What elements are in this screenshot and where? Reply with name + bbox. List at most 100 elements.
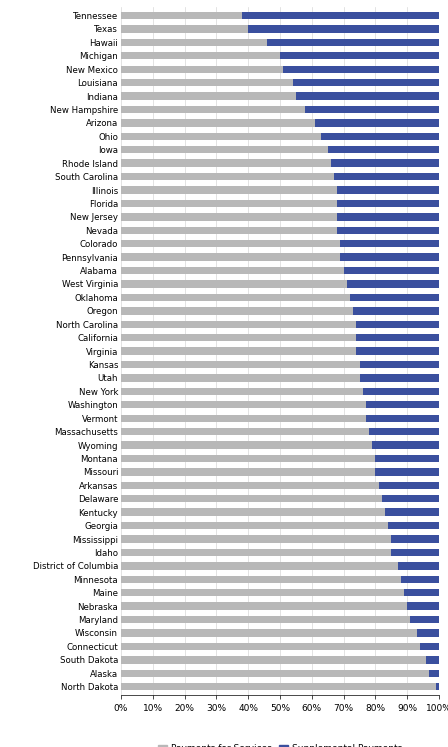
Legend: Payments for Services, Supplemental Payments: Payments for Services, Supplemental Paym… <box>155 740 405 747</box>
Bar <box>359 374 439 382</box>
Bar <box>375 468 439 476</box>
Bar <box>398 562 439 569</box>
Bar <box>388 522 439 530</box>
Bar <box>340 253 439 261</box>
Bar <box>121 199 337 207</box>
Bar <box>337 226 439 234</box>
Bar <box>337 199 439 207</box>
Bar <box>121 562 398 569</box>
Bar <box>121 159 331 167</box>
Bar <box>121 334 356 341</box>
Bar <box>375 455 439 462</box>
Bar <box>121 495 382 503</box>
Bar <box>121 79 293 87</box>
Bar <box>121 186 337 193</box>
Bar <box>385 509 439 516</box>
Bar <box>401 576 439 583</box>
Bar <box>331 159 439 167</box>
Bar <box>337 213 439 220</box>
Bar <box>410 616 439 623</box>
Bar <box>121 642 420 650</box>
Bar <box>350 294 439 301</box>
Bar <box>121 253 340 261</box>
Bar <box>369 428 439 436</box>
Bar <box>242 12 439 19</box>
Bar <box>356 334 439 341</box>
Bar <box>407 602 439 610</box>
Bar <box>121 374 359 382</box>
Bar <box>315 120 439 126</box>
Bar <box>121 39 267 46</box>
Bar <box>121 133 321 140</box>
Bar <box>363 388 439 395</box>
Bar <box>420 642 439 650</box>
Bar <box>121 482 379 489</box>
Bar <box>280 52 439 60</box>
Bar <box>121 401 366 409</box>
Bar <box>121 656 426 663</box>
Bar <box>121 120 315 126</box>
Bar <box>347 280 439 288</box>
Bar <box>121 415 366 422</box>
Bar <box>328 146 439 153</box>
Bar <box>430 669 439 677</box>
Bar <box>356 347 439 355</box>
Bar <box>121 669 430 677</box>
Bar <box>121 294 350 301</box>
Bar <box>267 39 439 46</box>
Bar <box>321 133 439 140</box>
Bar <box>296 93 439 100</box>
Bar <box>121 146 328 153</box>
Bar <box>382 495 439 503</box>
Bar <box>121 602 407 610</box>
Bar <box>121 240 340 247</box>
Bar <box>379 482 439 489</box>
Bar <box>121 576 401 583</box>
Bar <box>121 549 392 556</box>
Bar <box>392 536 439 543</box>
Bar <box>121 93 296 100</box>
Bar <box>121 106 306 114</box>
Bar <box>121 522 388 530</box>
Bar <box>121 66 283 73</box>
Bar <box>293 79 439 87</box>
Bar <box>121 320 356 328</box>
Bar <box>366 415 439 422</box>
Bar <box>121 280 347 288</box>
Bar <box>121 226 337 234</box>
Bar <box>121 455 375 462</box>
Bar <box>121 25 248 33</box>
Bar <box>334 173 439 180</box>
Bar <box>436 683 439 690</box>
Bar <box>283 66 439 73</box>
Bar <box>121 361 359 368</box>
Bar <box>121 468 375 476</box>
Bar <box>121 616 410 623</box>
Bar <box>337 186 439 193</box>
Bar <box>121 683 436 690</box>
Bar <box>306 106 439 114</box>
Bar <box>417 629 439 636</box>
Bar <box>121 267 344 274</box>
Bar <box>121 307 353 314</box>
Bar <box>121 52 280 60</box>
Bar <box>372 441 439 449</box>
Bar <box>121 441 372 449</box>
Bar <box>121 509 385 516</box>
Bar <box>248 25 439 33</box>
Bar <box>366 401 439 409</box>
Bar <box>121 173 334 180</box>
Bar <box>121 12 242 19</box>
Bar <box>344 267 439 274</box>
Bar <box>121 347 356 355</box>
Bar <box>121 589 404 596</box>
Bar <box>121 213 337 220</box>
Bar <box>340 240 439 247</box>
Bar <box>392 549 439 556</box>
Bar <box>404 589 439 596</box>
Bar <box>356 320 439 328</box>
Bar <box>426 656 439 663</box>
Bar <box>121 388 363 395</box>
Bar <box>121 536 392 543</box>
Bar <box>121 629 417 636</box>
